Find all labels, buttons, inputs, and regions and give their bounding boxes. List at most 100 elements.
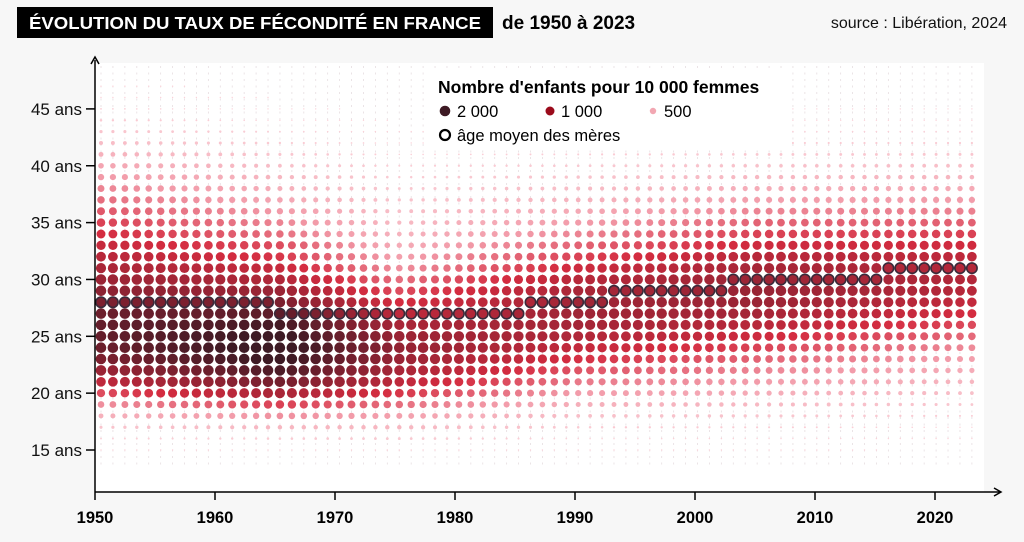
fertility-dot xyxy=(561,331,572,342)
fertility-dot xyxy=(338,119,341,122)
fertility-dot xyxy=(898,402,902,407)
mean-age-marker xyxy=(202,296,215,309)
fertility-dot xyxy=(468,425,473,430)
fertility-dot xyxy=(467,401,475,408)
fertility-dot xyxy=(358,319,369,331)
fertility-dot xyxy=(334,342,345,354)
fertility-dot xyxy=(826,185,832,192)
fertility-dot xyxy=(489,308,500,319)
fertility-dot xyxy=(970,141,974,145)
fertility-dot xyxy=(944,196,952,203)
fertility-dot xyxy=(191,376,202,388)
fertility-dot xyxy=(370,342,381,354)
fertility-dot xyxy=(791,426,794,429)
fertility-dot xyxy=(958,414,962,417)
fertility-dot xyxy=(816,449,818,451)
fertility-dot xyxy=(898,390,903,396)
fertility-dot xyxy=(516,413,521,419)
fertility-dot xyxy=(131,365,143,376)
fertility-dot xyxy=(370,331,381,342)
fertility-dot xyxy=(825,355,833,363)
fertility-dot xyxy=(288,412,296,420)
fertility-dot xyxy=(634,378,642,386)
fertility-dot xyxy=(303,108,305,110)
fertility-dot xyxy=(337,197,342,203)
mean-age-marker xyxy=(285,307,298,320)
fertility-dot xyxy=(243,449,245,451)
legend-dot-2000 xyxy=(439,105,451,117)
fertility-dot xyxy=(107,296,119,308)
fertility-dot xyxy=(957,185,963,192)
fertility-dot xyxy=(624,153,628,156)
fertility-dot xyxy=(764,343,774,352)
mean-age-marker xyxy=(512,307,525,320)
fertility-dot xyxy=(231,437,234,440)
fertility-dot xyxy=(601,449,603,451)
fertility-dot xyxy=(910,152,914,156)
fertility-dot xyxy=(792,119,794,122)
fertility-dot xyxy=(147,108,150,110)
fertility-dot xyxy=(704,331,715,342)
fertility-dot xyxy=(968,332,976,341)
fertility-dot xyxy=(778,390,784,396)
fertility-dot xyxy=(466,275,476,284)
fertility-dot xyxy=(907,240,917,250)
fertility-dot xyxy=(836,320,846,330)
fertility-dot xyxy=(350,437,353,440)
fertility-dot xyxy=(274,331,286,342)
fertility-dot xyxy=(112,108,114,110)
fertility-dot xyxy=(575,401,581,408)
fertility-dot xyxy=(195,96,198,99)
fertility-dot xyxy=(823,263,834,274)
fertility-dot xyxy=(239,263,249,273)
fertility-dot xyxy=(159,130,163,134)
mean-age-marker xyxy=(858,273,871,286)
fertility-dot xyxy=(148,449,150,451)
fertility-dot xyxy=(383,286,392,296)
fertility-dot xyxy=(421,198,425,202)
mean-age-marker xyxy=(870,273,883,286)
fertility-dot xyxy=(811,285,823,297)
fertility-dot xyxy=(588,414,592,418)
fertility-dot xyxy=(633,331,643,342)
fertility-dot xyxy=(112,85,114,87)
fertility-dot xyxy=(491,241,499,249)
fertility-dot xyxy=(598,230,606,238)
fertility-dot xyxy=(469,164,472,167)
fertility-dot xyxy=(787,296,799,308)
fertility-dot xyxy=(684,426,687,429)
fertility-dot xyxy=(159,108,162,110)
fertility-dot xyxy=(958,141,962,145)
fertility-dot xyxy=(682,390,689,396)
fertility-dot xyxy=(823,251,834,262)
fertility-dot xyxy=(919,274,930,285)
fertility-dot xyxy=(648,426,651,429)
fertility-dot xyxy=(729,366,737,374)
fertility-dot xyxy=(490,389,499,397)
fertility-dot xyxy=(181,196,188,204)
fertility-dot xyxy=(135,425,139,430)
fertility-dot xyxy=(597,252,607,262)
fertility-dot xyxy=(360,253,367,261)
fertility-dot xyxy=(668,252,679,262)
fertility-dot xyxy=(574,366,583,375)
fertility-dot xyxy=(716,285,727,297)
fertility-dot xyxy=(444,231,450,237)
fertility-dot xyxy=(577,153,580,156)
fertility-dot xyxy=(623,197,629,203)
fertility-dot xyxy=(778,185,784,192)
fertility-dot xyxy=(537,342,548,353)
fertility-dot xyxy=(167,376,178,387)
fertility-dot xyxy=(632,274,643,285)
fertility-dot xyxy=(766,196,773,203)
fertility-dot xyxy=(919,285,930,296)
fertility-dot xyxy=(231,96,233,99)
fertility-dot xyxy=(635,197,641,203)
fertility-dot xyxy=(766,390,772,396)
fertility-dot xyxy=(812,343,821,352)
fertility-dot xyxy=(226,319,238,331)
fertility-dot xyxy=(800,240,810,250)
fertility-dot xyxy=(623,186,629,191)
fertility-dot xyxy=(180,400,189,409)
fertility-dot xyxy=(241,412,248,420)
